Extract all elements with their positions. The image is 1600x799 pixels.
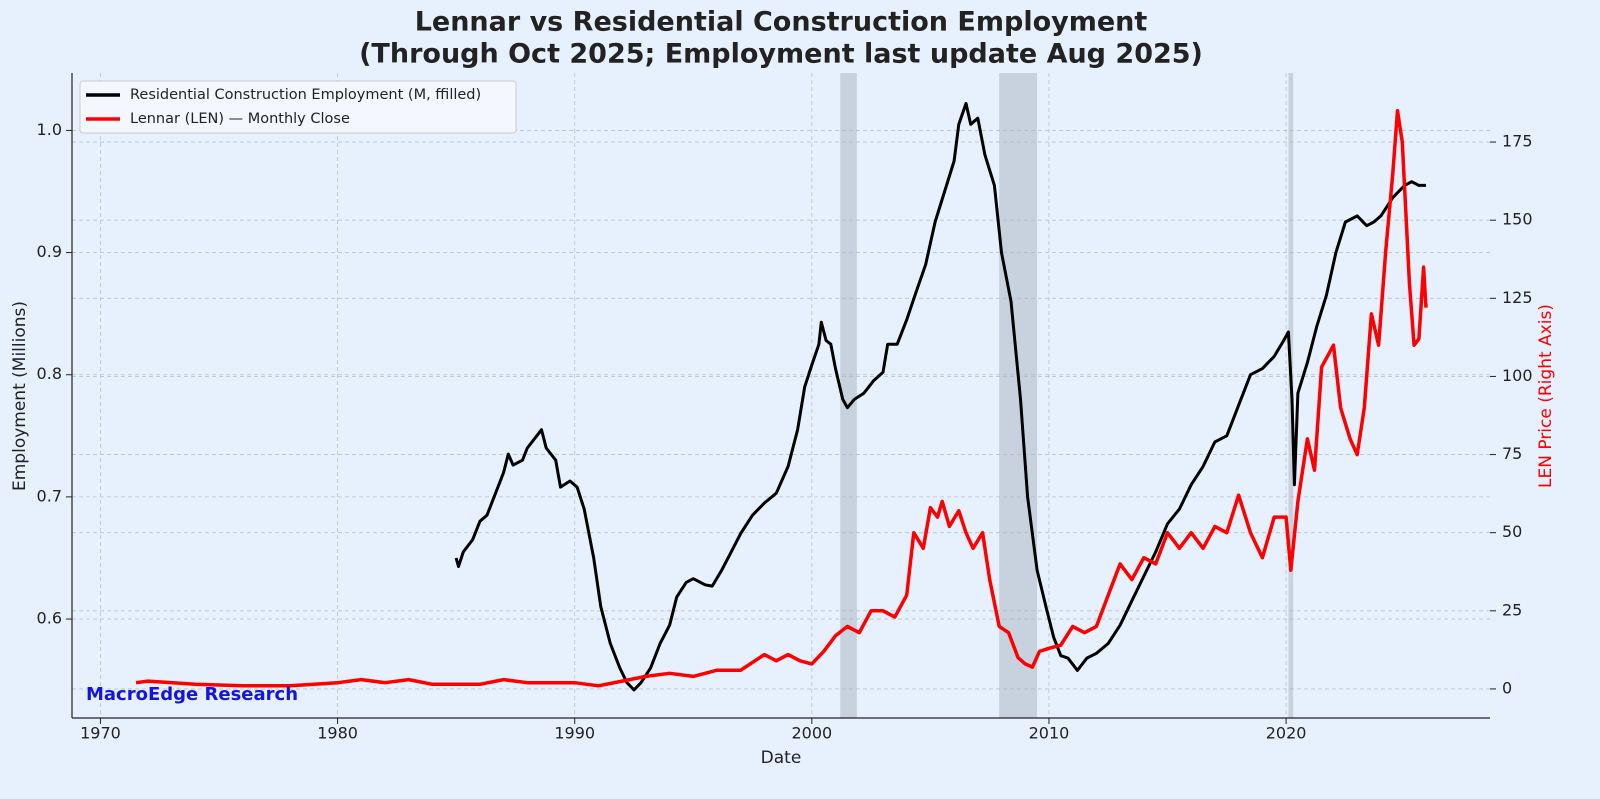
grid [72,73,1490,718]
y2-tick-label: 175 [1502,132,1533,151]
y-axis-label: Employment (Millions) [10,301,30,491]
y2-axis-label: LEN Price (Right Axis) [1536,304,1556,488]
x-tick-label: 1990 [554,724,595,743]
y-tick-label: 1.0 [37,120,62,139]
shaded-period [999,73,1038,718]
y2-tick-label: 125 [1502,288,1533,307]
y2-tick-label: 50 [1502,522,1522,541]
series-line [454,102,1426,692]
legend-label: Lennar (LEN) — Monthly Close [130,111,350,127]
x-tick-label: 1980 [317,724,358,743]
y2-tick-label: 0 [1502,678,1512,697]
y-tick-label: 0.8 [37,364,62,383]
legend: Residential Construction Employment (M, … [79,80,517,134]
legend-box [79,80,517,134]
watermark: MacroEdge Research [86,684,298,705]
axes: 1970 1980 1990 2000 2010 2020 0.6 0.7 0.8 0.9 1.0 0… [37,73,1533,743]
y2-tick-label: 75 [1502,444,1522,463]
legend-label: Residential Construction Employment (M, … [130,87,481,103]
chart-subtitle: (Through Oct 2025; Employment last updat… [359,39,1203,70]
lines [135,102,1428,692]
shaded-period [840,73,857,718]
y-tick-label: 0.7 [37,486,62,505]
y-tick-label: 0.6 [37,609,62,628]
x-tick-label: 1970 [80,724,121,743]
x-tick-label: 2020 [1266,724,1307,743]
y2-tick-label: 25 [1502,600,1522,619]
y2-tick-label: 150 [1502,210,1533,229]
y2-tick-label: 100 [1502,366,1533,385]
x-axis-label: Date [761,748,802,768]
x-tick-label: 2010 [1029,724,1070,743]
x-tick-label: 2000 [791,724,832,743]
series-line [135,109,1428,688]
chart-title: Lennar vs Residential Construction Emplo… [415,7,1148,38]
y-tick-label: 0.9 [37,242,62,261]
